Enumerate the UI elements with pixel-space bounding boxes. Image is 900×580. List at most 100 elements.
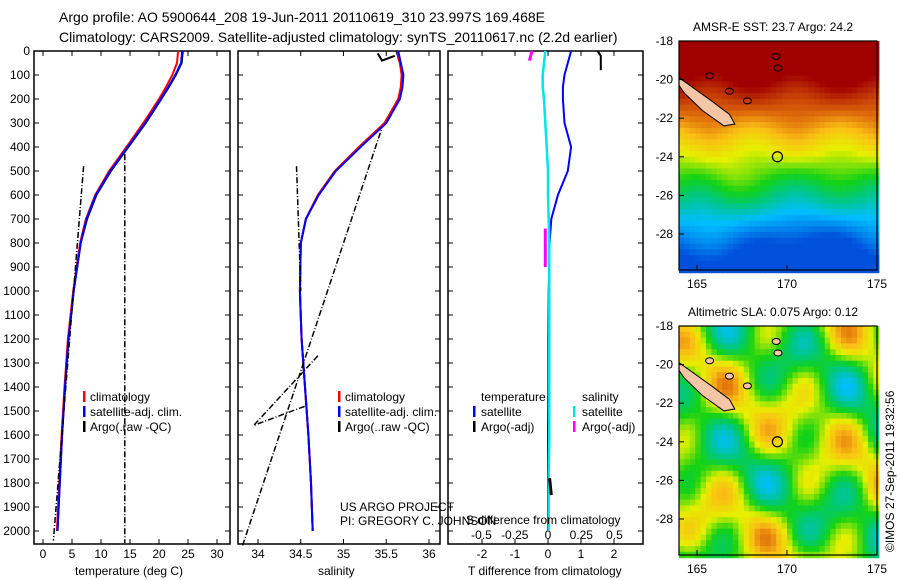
map-cell bbox=[749, 378, 756, 385]
map-cell bbox=[776, 488, 783, 495]
map-cell bbox=[868, 499, 874, 507]
map-cell bbox=[716, 185, 723, 193]
map-cell bbox=[765, 436, 772, 443]
map-cell bbox=[797, 249, 804, 256]
map-cell bbox=[851, 237, 858, 245]
map-cell bbox=[868, 122, 874, 129]
map-cell bbox=[803, 156, 810, 164]
map-cell bbox=[868, 64, 874, 71]
map-cell bbox=[797, 208, 804, 216]
map-cell bbox=[830, 226, 837, 233]
map-cell bbox=[851, 540, 858, 547]
map-cell bbox=[851, 41, 858, 48]
map-cell bbox=[754, 378, 761, 385]
map-cell bbox=[851, 174, 858, 181]
map-cell bbox=[706, 46, 712, 54]
map-cell bbox=[781, 459, 788, 466]
map-cell bbox=[743, 191, 750, 198]
map-cell bbox=[733, 41, 739, 48]
map-cell bbox=[689, 522, 696, 530]
map-cell bbox=[868, 243, 874, 251]
map-cell bbox=[808, 476, 815, 483]
map-cell bbox=[814, 465, 820, 472]
map-cell bbox=[689, 546, 696, 553]
map-cell bbox=[835, 482, 842, 489]
map-cell bbox=[824, 208, 831, 216]
map-cell bbox=[770, 87, 777, 94]
map-cell bbox=[738, 243, 745, 251]
map-cell bbox=[733, 418, 739, 425]
map-cell bbox=[835, 156, 842, 164]
map-cell bbox=[830, 360, 837, 368]
map-cell bbox=[808, 378, 815, 385]
map-cell bbox=[776, 546, 783, 553]
map-cell bbox=[727, 58, 734, 65]
map-cell bbox=[711, 70, 718, 77]
map-cell bbox=[862, 46, 869, 54]
map-cell bbox=[808, 331, 815, 339]
map-cell bbox=[716, 505, 723, 512]
map-cell bbox=[851, 116, 858, 123]
map-cell bbox=[733, 465, 739, 472]
map-cell bbox=[803, 64, 810, 71]
map-cell bbox=[808, 151, 815, 158]
map-cell bbox=[738, 75, 745, 83]
map-cell bbox=[743, 331, 750, 339]
map-cell bbox=[749, 528, 756, 536]
map-cell bbox=[716, 482, 723, 489]
map-cell bbox=[749, 104, 756, 112]
map-cell bbox=[689, 459, 696, 466]
map-cell bbox=[787, 511, 793, 518]
map-cell bbox=[738, 383, 745, 391]
map-cell bbox=[851, 168, 858, 175]
map-cell bbox=[868, 116, 874, 123]
map-cell bbox=[776, 493, 783, 501]
island-outline bbox=[724, 372, 734, 380]
map-cell bbox=[689, 122, 696, 129]
map-cell bbox=[792, 249, 799, 256]
map-cell bbox=[824, 331, 831, 339]
map-cell bbox=[770, 255, 777, 262]
map-cell bbox=[706, 470, 712, 478]
map-cell bbox=[770, 98, 777, 106]
map-cell bbox=[814, 407, 820, 414]
map-cell bbox=[700, 470, 707, 478]
map-cell bbox=[760, 46, 766, 54]
map-cell bbox=[733, 104, 739, 112]
map-cell bbox=[797, 366, 804, 373]
map-cell bbox=[716, 355, 723, 362]
map-cell bbox=[738, 41, 745, 48]
map-cell bbox=[814, 546, 820, 553]
map-cell bbox=[684, 511, 691, 518]
map-cell bbox=[814, 116, 820, 123]
map-cell bbox=[781, 232, 788, 239]
map-cell bbox=[814, 459, 820, 466]
map-cell bbox=[770, 407, 777, 414]
map-cell bbox=[824, 407, 831, 414]
map-cell bbox=[814, 355, 820, 362]
map-cell bbox=[830, 46, 837, 54]
map-cell bbox=[787, 534, 793, 541]
map-cell bbox=[824, 389, 831, 397]
map-cell bbox=[857, 232, 864, 239]
map-cell bbox=[846, 226, 853, 233]
map-cell bbox=[765, 64, 772, 71]
map-cell bbox=[814, 214, 820, 222]
map-cell bbox=[862, 214, 869, 222]
map-cell bbox=[814, 156, 820, 164]
map-cell bbox=[841, 488, 847, 495]
map-cell bbox=[749, 407, 756, 414]
map-cell bbox=[754, 203, 761, 210]
map-cell bbox=[824, 98, 831, 106]
map-cell bbox=[765, 407, 772, 414]
map-cell bbox=[797, 488, 804, 495]
map-cell bbox=[814, 522, 820, 530]
map-cell bbox=[851, 133, 858, 140]
map-cell bbox=[824, 52, 831, 59]
map-cell bbox=[781, 453, 788, 460]
map-cell bbox=[716, 145, 723, 152]
map-cell bbox=[743, 453, 750, 460]
map-cell bbox=[700, 122, 707, 129]
lat-tick-label: -28 bbox=[656, 512, 674, 526]
map2-title: Altimetric SLA: 0.075 Argo: 0.12 bbox=[688, 305, 858, 319]
